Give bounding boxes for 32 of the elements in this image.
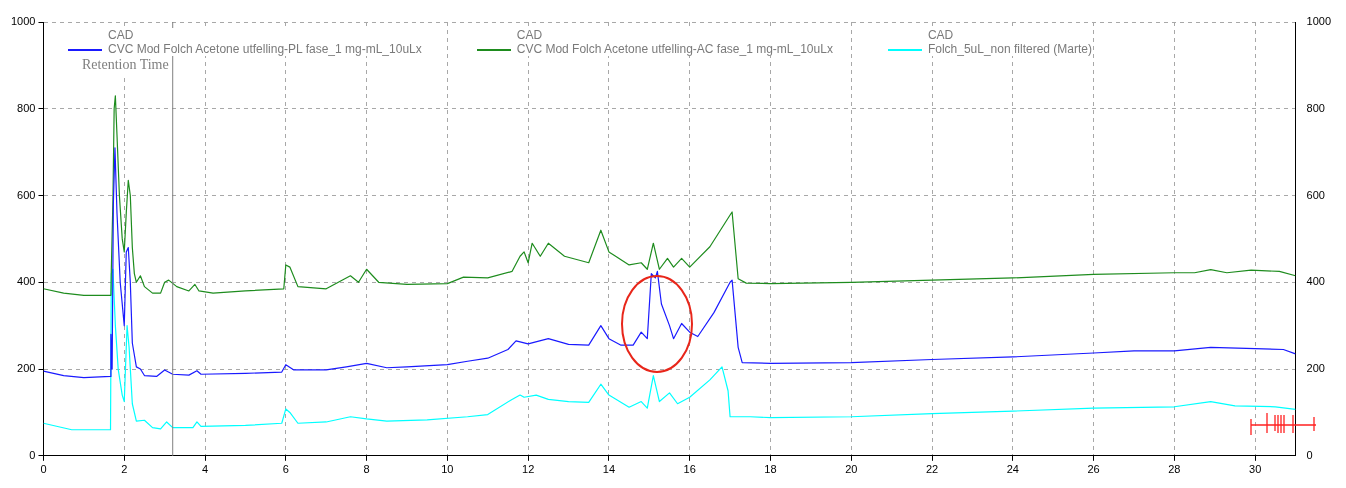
x-tick-label: 28 [1168, 463, 1181, 476]
y2-tick-label: 800 [1306, 101, 1325, 114]
ref-line-label: Retention Time [81, 56, 169, 72]
y2-tick-label: 600 [1306, 188, 1325, 201]
legend-label: CAD Folch_5uL_non filtered (Marte) [927, 28, 1092, 56]
x-tick-label: 8 [363, 463, 370, 476]
y2-tick-label: 400 [1306, 275, 1325, 288]
y-tick-label: 600 [17, 188, 36, 201]
x-tick-label: 14 [602, 463, 616, 476]
y-tick-label: 1000 [10, 15, 36, 28]
y2-tick-label: 0 [1306, 448, 1313, 461]
x-tick-label: 0 [40, 463, 47, 476]
x-tick-label: 16 [683, 463, 696, 476]
legend-label: CAD CVC Mod Folch Acetone utfelling-AC fase_1 mg-mL_10uLx [516, 28, 833, 56]
x-tick-label: 4 [201, 463, 209, 476]
x-tick-label: 2 [121, 463, 128, 476]
x-tick-label: 18 [764, 463, 777, 476]
y2-tick-label: 1000 [1306, 15, 1332, 28]
y2-tick-label: 200 [1306, 362, 1325, 375]
x-tick-label: 30 [1249, 463, 1262, 476]
y-tick-label: 0 [29, 448, 36, 461]
legend-label: CAD CVC Mod Folch Acetone utfelling-PL fase_1 mg-mL_10uLx [108, 28, 422, 56]
x-tick-label: 10 [441, 463, 454, 476]
x-tick-label: 24 [1006, 463, 1019, 476]
x-tick-label: 20 [845, 463, 858, 476]
y-tick-label: 800 [17, 101, 36, 114]
x-tick-label: 6 [282, 463, 289, 476]
y-tick-label: 200 [17, 362, 36, 375]
y-tick-label: 400 [17, 275, 36, 288]
x-tick-label: 12 [522, 463, 535, 476]
x-tick-label: 22 [925, 463, 939, 476]
x-tick-label: 26 [1087, 463, 1100, 476]
